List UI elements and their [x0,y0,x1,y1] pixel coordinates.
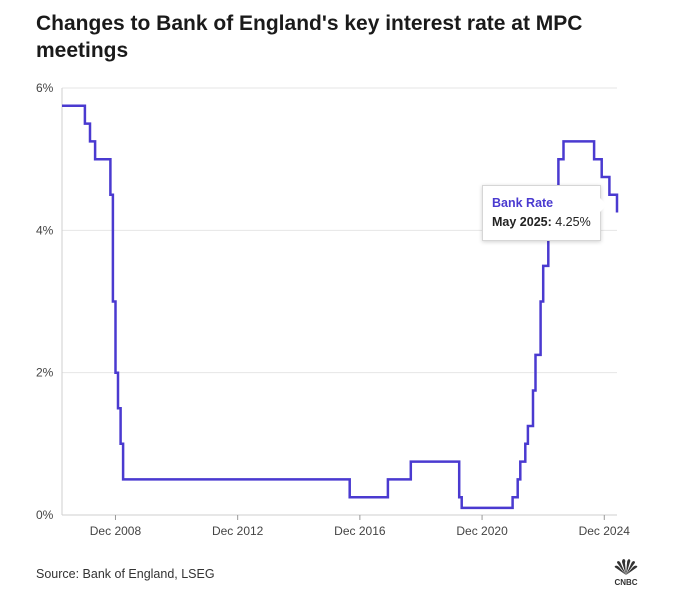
source-note: Source: Bank of England, LSEG [36,567,215,581]
tooltip-value: 4.25% [555,215,591,229]
peacock-icon [614,559,638,575]
y-tick-label: 4% [36,223,54,237]
tooltip-pointer [599,198,607,212]
x-tick-label: Dec 2008 [90,524,142,538]
y-tick-label: 6% [36,81,54,95]
tick-labels: 0% 2% 4% 6% Dec 2008 Dec 2012 Dec 2016 Dec 2020… [36,81,630,538]
x-tick-label: Dec 2020 [456,524,508,538]
y-tick-label: 2% [36,366,54,380]
tooltip-series-name: Bank Rate [492,196,554,210]
series-line-bank-rate[interactable] [62,104,619,510]
tooltip-value-row: May 2025: 4.25% [492,213,591,232]
x-tick-label: Dec 2024 [579,524,631,538]
axes [61,88,617,520]
logo-text: CNBC [614,578,637,586]
y-tick-label: 0% [36,508,54,522]
data-tooltip: Bank Rate May 2025: 4.25% [482,185,607,241]
x-tick-label: Dec 2016 [334,524,386,538]
tooltip-date: May 2025: [492,215,552,229]
cnbc-peacock-logo: CNBC [614,559,638,586]
x-tick-label: Dec 2012 [212,524,264,538]
series-layer[interactable] [62,104,619,510]
chart-title: Changes to Bank of England's key interes… [36,12,583,62]
